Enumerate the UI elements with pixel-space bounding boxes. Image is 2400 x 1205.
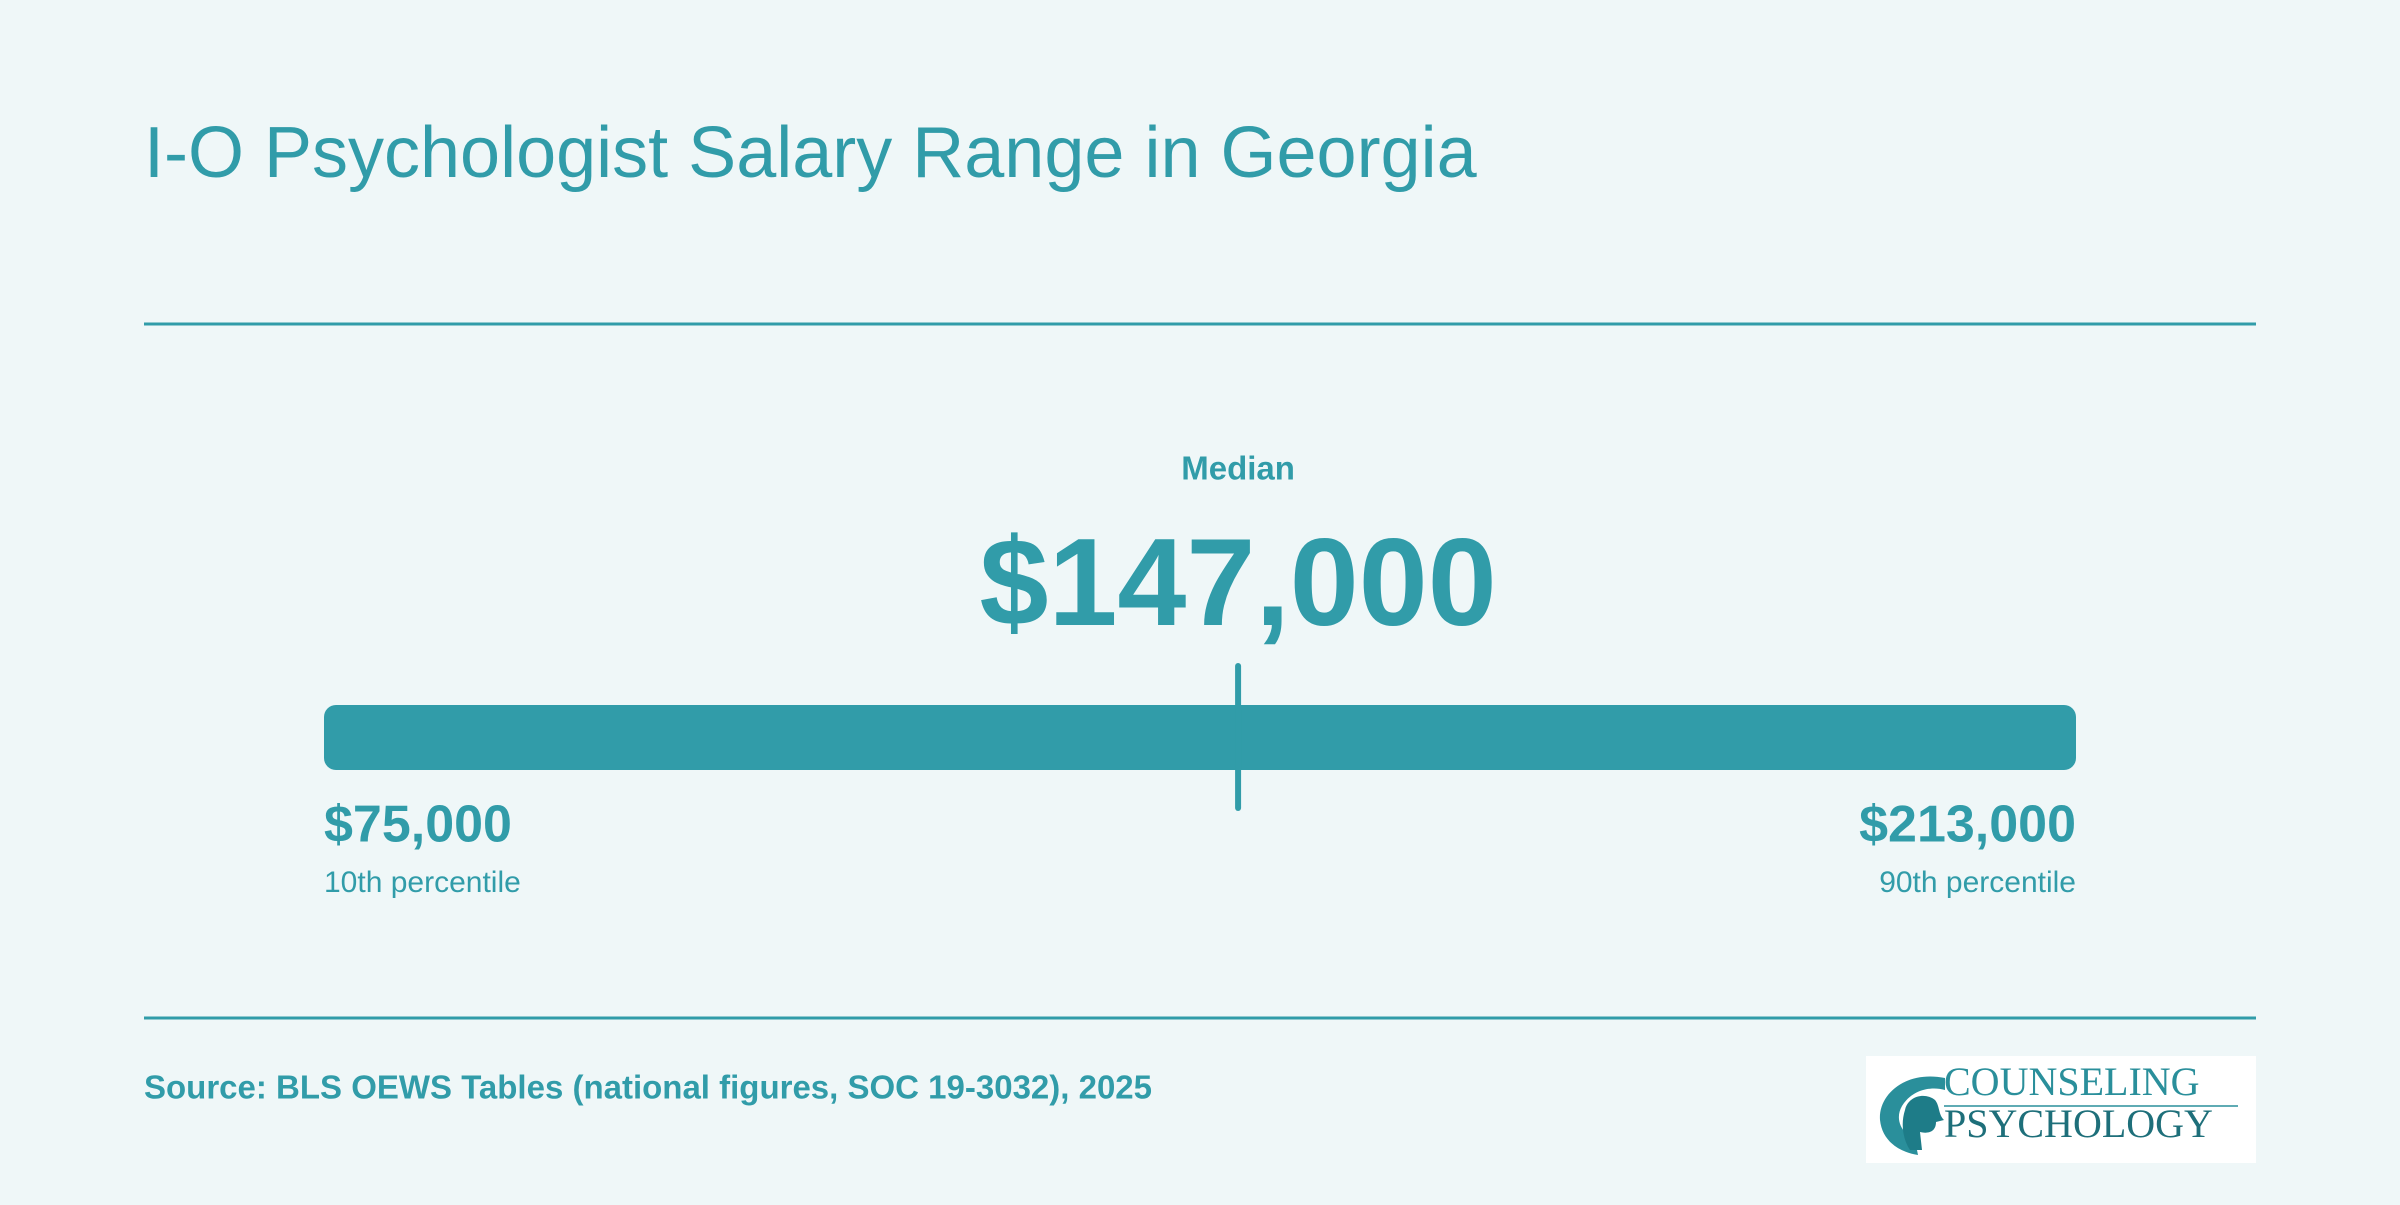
logo-text: COUNSELING xyxy=(1944,1059,2200,1104)
source-note: Source: BLS OEWS Tables (national figure… xyxy=(144,1069,1152,1106)
logo-head xyxy=(1902,1095,1944,1150)
median-value: $147,000 xyxy=(979,514,1496,652)
logo-icon xyxy=(1879,1076,1945,1155)
percentile-label: 90th percentile xyxy=(1879,866,2076,899)
end-value: $213,000 xyxy=(1859,796,2076,854)
logo-text: PSYCHOLOGY xyxy=(1944,1101,2213,1146)
percentile-label: 10th percentile xyxy=(324,866,521,899)
chart-title: I-O Psychologist Salary Range in Georgia xyxy=(144,113,1478,193)
logo: COUNSELING PSYCHOLOGY xyxy=(1866,1056,2256,1163)
median-label: Median xyxy=(1181,450,1295,487)
end-value: $75,000 xyxy=(324,796,512,854)
range-bar xyxy=(324,705,2076,770)
